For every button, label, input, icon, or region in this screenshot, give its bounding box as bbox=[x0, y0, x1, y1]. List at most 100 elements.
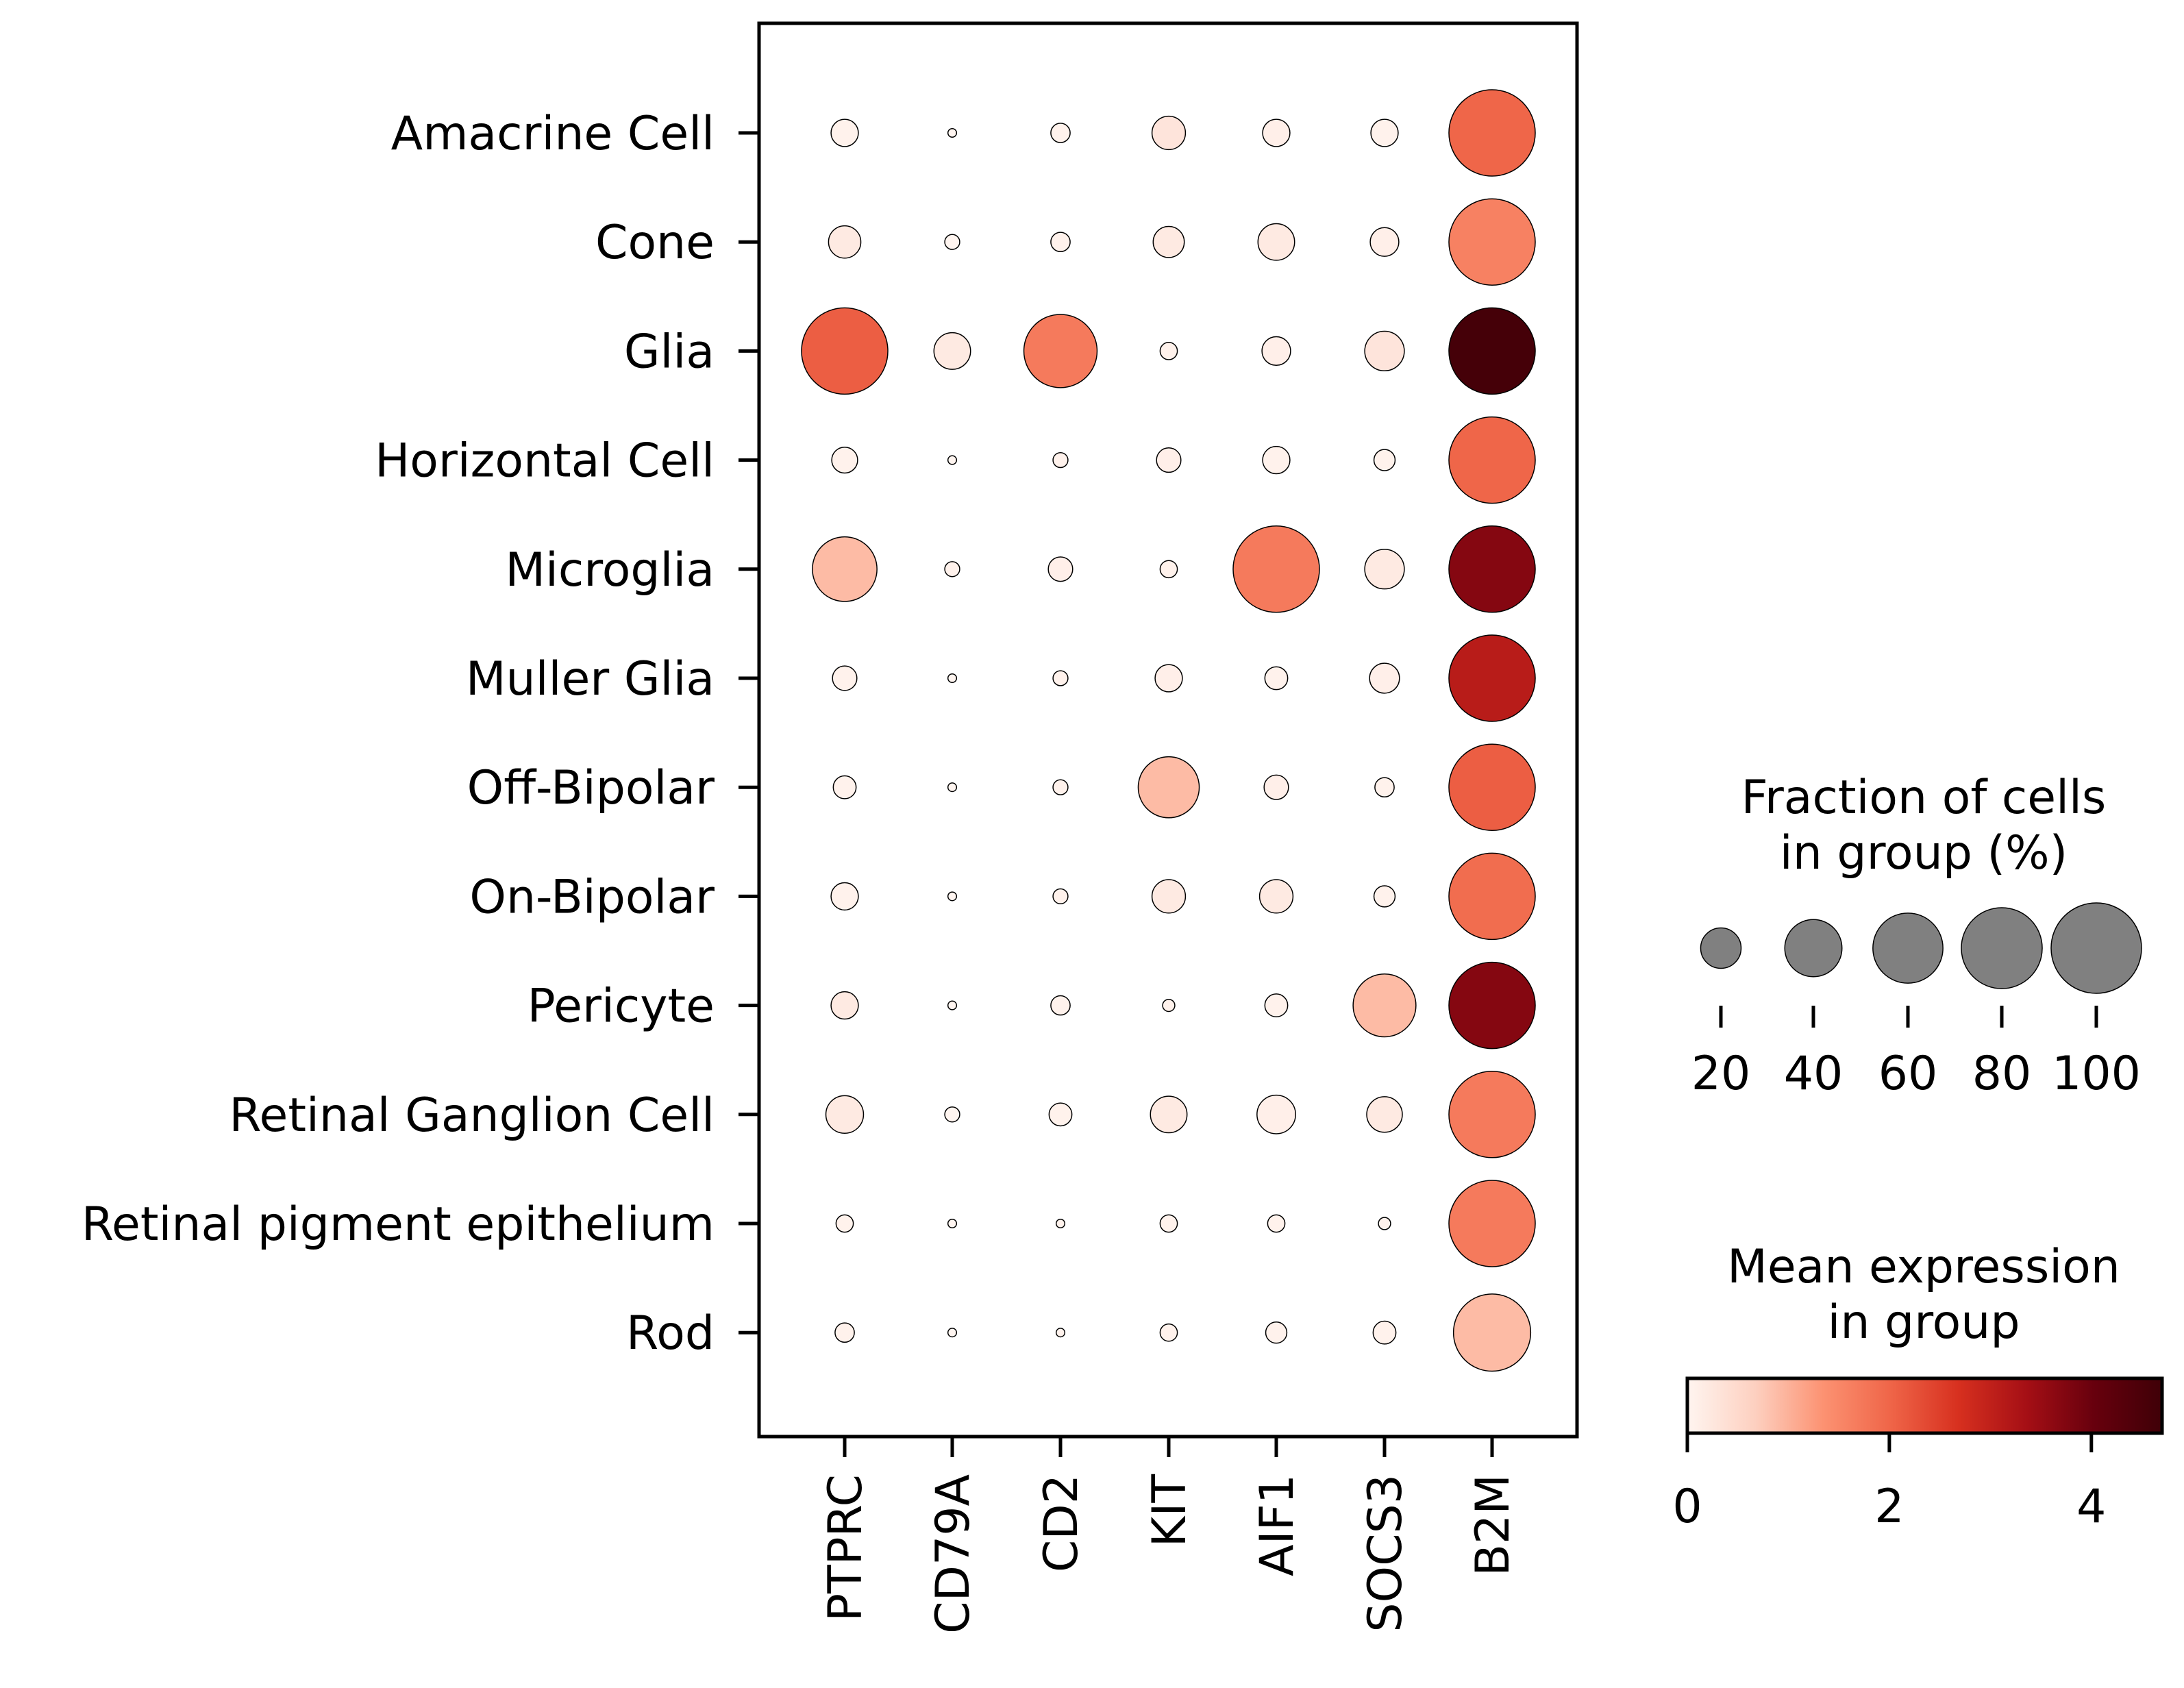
dot bbox=[1448, 89, 1536, 177]
dot bbox=[1448, 525, 1536, 613]
group-label: Off-Bipolar bbox=[467, 761, 715, 815]
size-legend-label: 80 bbox=[1972, 1047, 2032, 1101]
dot bbox=[830, 119, 859, 147]
plot-frame bbox=[757, 21, 1579, 1439]
size-legend-title-line-1: Fraction of cells bbox=[1741, 771, 2107, 825]
gene-label: CD79A bbox=[926, 1474, 980, 1634]
group-label: Amacrine Cell bbox=[391, 107, 715, 161]
dot bbox=[944, 1106, 960, 1123]
dot bbox=[1159, 1323, 1178, 1342]
dot bbox=[1263, 774, 1289, 800]
dot bbox=[1264, 993, 1289, 1018]
dot bbox=[1232, 525, 1320, 613]
dot bbox=[1369, 662, 1400, 694]
dot bbox=[1055, 1328, 1066, 1338]
group-label: Pericyte bbox=[528, 980, 715, 1034]
size-legend: Fraction of cells in group (%) 20 40 60 80 1… bbox=[1691, 771, 2142, 1101]
dot bbox=[1055, 1218, 1066, 1229]
dot bbox=[1352, 973, 1417, 1038]
gene-label: CD2 bbox=[1034, 1474, 1089, 1572]
dot bbox=[1257, 223, 1295, 261]
dot bbox=[830, 882, 859, 911]
dot bbox=[1050, 232, 1071, 253]
size-legend-title-line-2: in group (%) bbox=[1780, 826, 2068, 880]
dot bbox=[1262, 445, 1291, 475]
colorbar-tick-label: 2 bbox=[1874, 1480, 1904, 1534]
dot bbox=[1154, 664, 1183, 693]
dot bbox=[1050, 995, 1071, 1016]
dot bbox=[1378, 1217, 1391, 1230]
dot bbox=[831, 446, 858, 474]
dot bbox=[1448, 198, 1536, 286]
colorbar bbox=[1685, 1376, 2164, 1435]
dot bbox=[1052, 888, 1069, 905]
dot bbox=[1448, 743, 1536, 831]
dot bbox=[1373, 449, 1396, 471]
dot bbox=[1023, 314, 1098, 388]
dot bbox=[1364, 549, 1405, 590]
group-label: Rod bbox=[626, 1306, 715, 1361]
group-label: Microglia bbox=[505, 543, 715, 597]
group-label: Horizontal Cell bbox=[375, 434, 715, 488]
dot bbox=[1152, 225, 1185, 258]
gene-label: AIF1 bbox=[1250, 1474, 1304, 1576]
dot bbox=[947, 127, 958, 138]
dot bbox=[1050, 123, 1071, 143]
dot-marks bbox=[801, 89, 1536, 1372]
dot bbox=[947, 1218, 958, 1229]
dot bbox=[1151, 879, 1187, 914]
dot bbox=[947, 1328, 958, 1338]
dot bbox=[1047, 556, 1074, 582]
gene-label: B2M bbox=[1466, 1474, 1520, 1576]
dot bbox=[1151, 115, 1187, 151]
dot bbox=[933, 332, 971, 370]
dot bbox=[1265, 1321, 1288, 1344]
dot bbox=[1372, 1320, 1397, 1345]
dot bbox=[832, 775, 857, 799]
dot bbox=[828, 225, 862, 259]
dot bbox=[1159, 560, 1178, 579]
dot bbox=[1267, 1214, 1286, 1233]
dot bbox=[835, 1214, 854, 1233]
dot bbox=[947, 1000, 958, 1010]
size-legend-dot bbox=[1784, 919, 1843, 978]
dot bbox=[1261, 336, 1291, 367]
dot bbox=[1369, 227, 1400, 257]
dot bbox=[1162, 998, 1176, 1013]
dot bbox=[947, 782, 958, 793]
dot bbox=[1448, 961, 1536, 1050]
colorbar-tick-label: 0 bbox=[1672, 1480, 1702, 1534]
dot bbox=[944, 561, 960, 578]
size-legend-label: 100 bbox=[2052, 1047, 2141, 1101]
size-legend-dot bbox=[1961, 907, 2043, 989]
dot bbox=[947, 673, 958, 684]
dot bbox=[1448, 416, 1536, 504]
gene-labels: PTPRC CD79A CD2 KIT AIF1 SOCS3 B2M bbox=[819, 1474, 1520, 1634]
dot bbox=[1262, 119, 1291, 147]
dot bbox=[1373, 885, 1396, 908]
group-label: Retinal Ganglion Cell bbox=[229, 1089, 715, 1143]
x-axis-ticks bbox=[843, 1437, 1494, 1457]
size-legend-label: 40 bbox=[1784, 1047, 1844, 1101]
size-legend-dot bbox=[1700, 927, 1742, 969]
dot bbox=[834, 1322, 855, 1343]
group-label: Retinal pigment epithelium bbox=[82, 1197, 715, 1252]
group-label: Cone bbox=[595, 216, 715, 270]
color-legend-title-line-1: Mean expression bbox=[1727, 1240, 2120, 1294]
dot bbox=[812, 536, 878, 602]
dot bbox=[1052, 670, 1069, 686]
group-label: On-Bipolar bbox=[469, 870, 715, 924]
dot bbox=[1448, 307, 1536, 395]
dot bbox=[1159, 342, 1178, 360]
group-labels: Amacrine Cell Cone Glia Horizontal Cell Micr… bbox=[82, 107, 715, 1361]
dot bbox=[1137, 756, 1200, 819]
dot bbox=[947, 891, 958, 902]
dot bbox=[1256, 1094, 1296, 1134]
dot bbox=[1452, 1293, 1532, 1372]
gene-label: KIT bbox=[1143, 1474, 1197, 1548]
y-axis-ticks bbox=[739, 131, 759, 1335]
dot bbox=[1156, 447, 1182, 473]
dot bbox=[1364, 330, 1405, 372]
colorbar-tick-label: 4 bbox=[2076, 1480, 2106, 1534]
